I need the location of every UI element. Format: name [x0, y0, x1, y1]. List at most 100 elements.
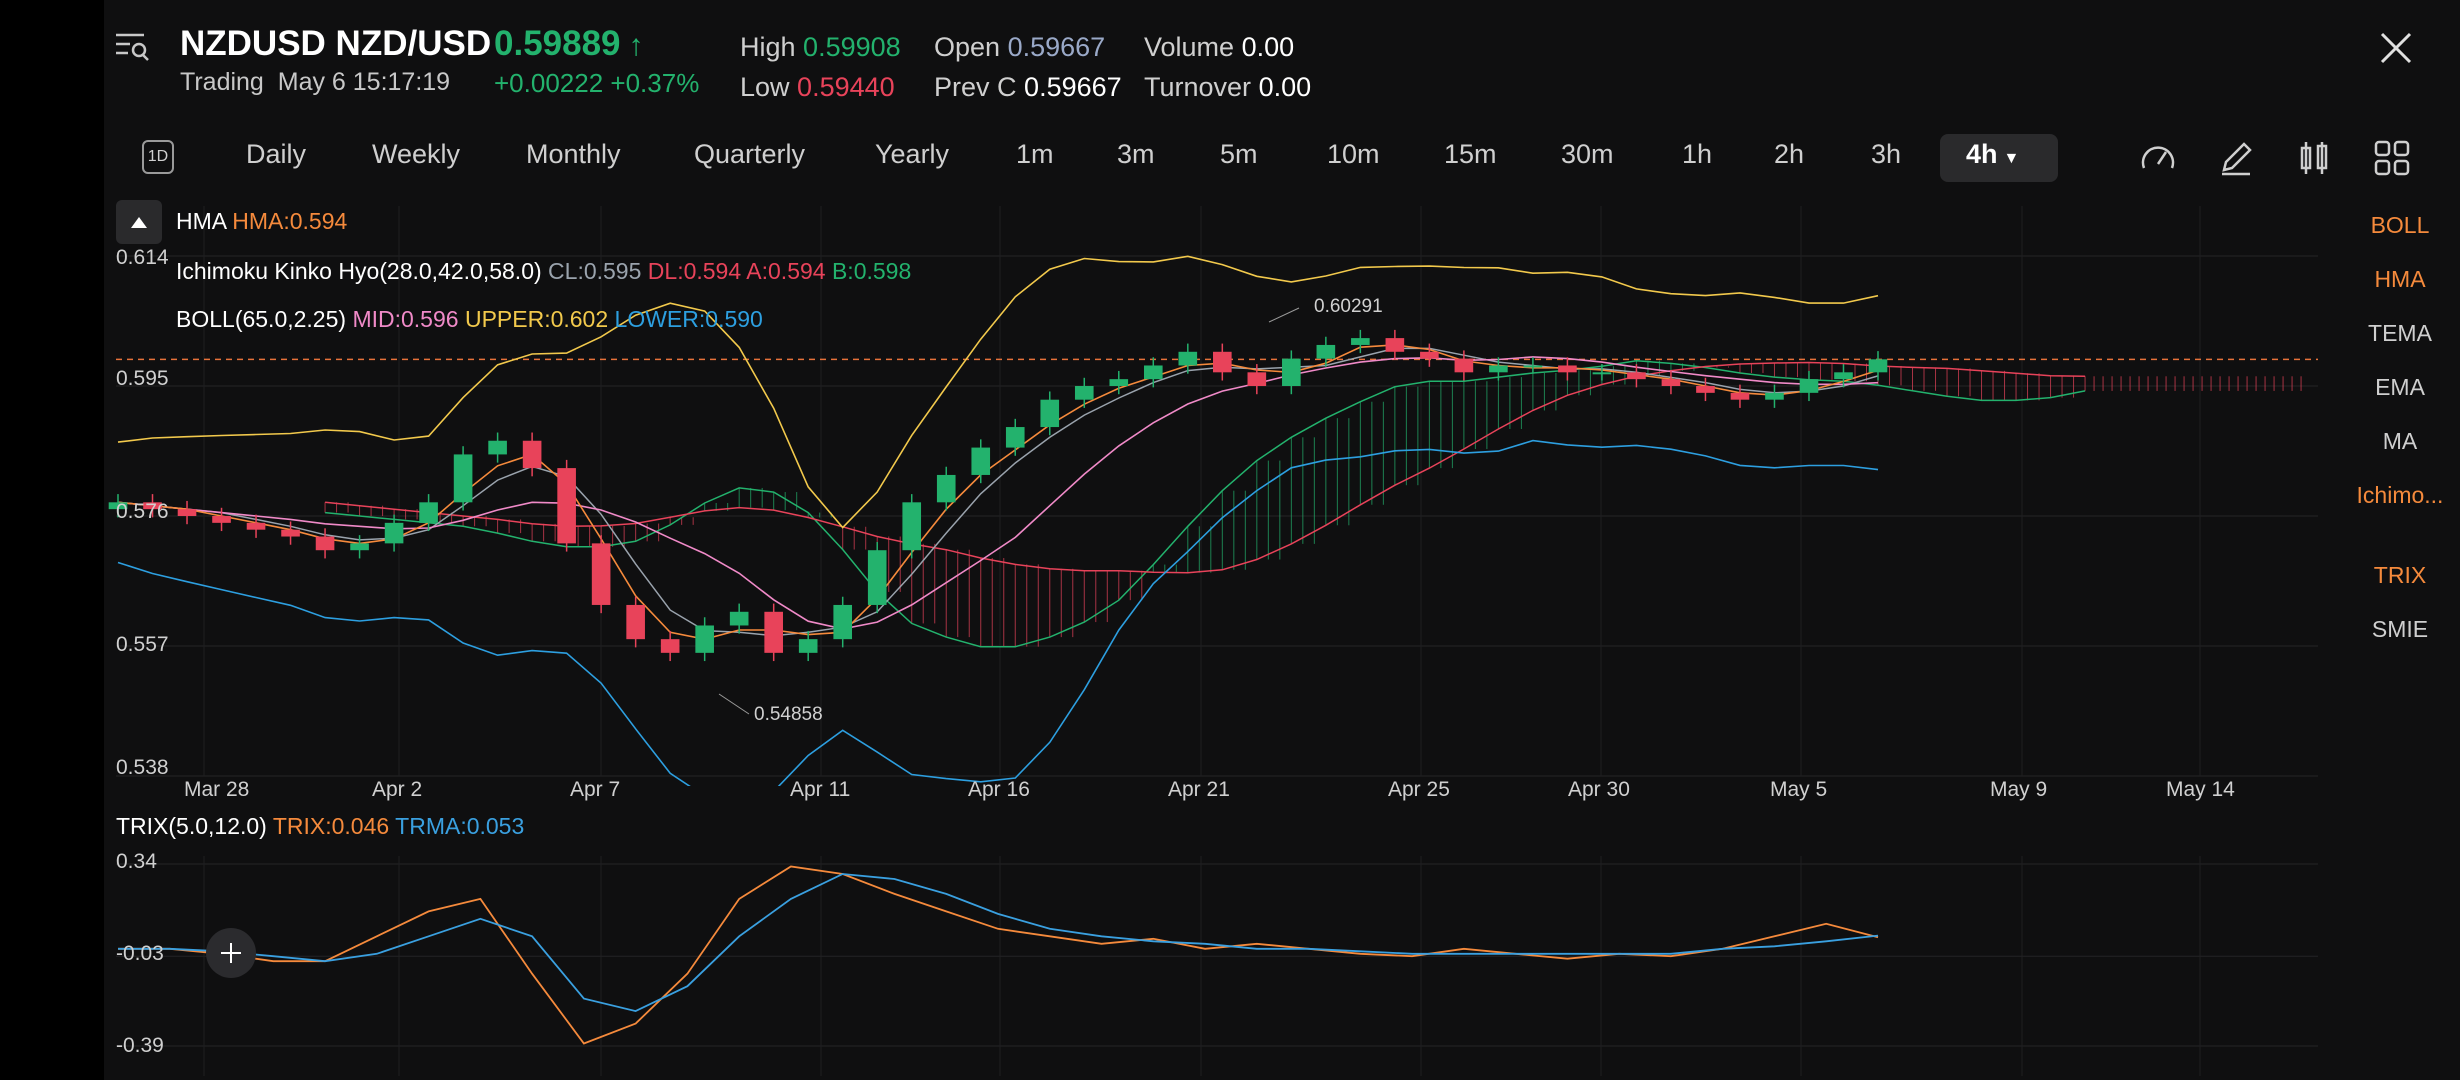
watchlist-search-icon[interactable]	[114, 28, 150, 64]
legend-trix-name: TRIX(5.0,12.0)	[116, 813, 267, 839]
x-tick-label: Apr 16	[968, 778, 1030, 801]
change-value: +0.00222	[494, 68, 604, 98]
stat-label: Volume	[1144, 32, 1235, 62]
stat-label: Open	[934, 32, 1001, 62]
datetime-label: May 6 15:17:19	[277, 68, 451, 96]
caret-down-icon: ▼	[2003, 150, 2020, 167]
gauge-icon[interactable]	[2138, 138, 2178, 178]
indicator-ma[interactable]: MA	[2382, 428, 2418, 454]
ichimoku-span-a	[325, 359, 2086, 648]
stat-label: Turnover	[1144, 72, 1252, 102]
timeframe-15m[interactable]: 15m	[1444, 139, 1497, 169]
candle-body	[1282, 358, 1301, 386]
candle-body	[212, 516, 231, 523]
x-tick-label: Apr 30	[1568, 778, 1630, 801]
last-price: 0.59889 ↑	[494, 24, 644, 64]
legend-trma-value: TRMA:0.053	[395, 813, 525, 839]
legend-hma: HMA HMA:0.594	[176, 208, 347, 235]
candle-body	[1109, 379, 1129, 386]
y-tick-label: 0.595	[116, 367, 169, 390]
candle-body	[557, 468, 576, 544]
candle-body	[764, 611, 783, 653]
indicator-trix[interactable]: TRIX	[2373, 562, 2427, 588]
close-icon[interactable]	[2376, 28, 2416, 68]
period-toggle-icon[interactable]: 1D	[142, 140, 174, 174]
candle-body	[1868, 359, 1888, 373]
legend-hma-name: HMA	[176, 208, 226, 234]
timeframe-30m[interactable]: 30m	[1561, 139, 1614, 169]
timeframe-10m[interactable]: 10m	[1327, 139, 1380, 169]
crosshair-button[interactable]	[206, 928, 256, 978]
hma-line	[117, 344, 1879, 641]
draw-pen-icon[interactable]	[2216, 138, 2256, 178]
timeframe-3h[interactable]: 3h	[1871, 139, 1902, 169]
legend-ichimoku-dl: DL:0.594	[647, 258, 742, 284]
candle-body	[1351, 338, 1370, 345]
collapse-legend-button[interactable]	[116, 200, 162, 244]
candle-body	[488, 440, 507, 455]
candle-body	[315, 536, 335, 551]
stat-value: 0.59667	[1007, 32, 1106, 62]
candle-body	[798, 639, 818, 653]
indicator-ichimoku[interactable]: Ichimo...	[2356, 482, 2444, 508]
price-change: +0.00222 +0.37%	[494, 68, 699, 99]
x-tick-label: May 9	[1990, 778, 2048, 801]
legend-trix-value: TRIX:0.046	[272, 813, 390, 839]
candle-body	[1420, 351, 1439, 359]
stat-open: Open 0.59667	[934, 32, 1105, 63]
timeframe-2h[interactable]: 2h	[1774, 139, 1805, 169]
app-window: NZDUSD NZD/USD 0.59889 ↑ Trading May 6 15…	[104, 0, 2460, 1080]
indicator-boll[interactable]: BOLL	[2370, 212, 2430, 238]
stat-turnover: Turnover 0.00	[1144, 72, 1311, 103]
legend-ichimoku-b: B:0.598	[831, 258, 912, 284]
candle-body	[1558, 365, 1577, 373]
trix-chart[interactable]	[104, 846, 2324, 1080]
grid-layout-icon[interactable]	[2372, 138, 2412, 178]
timeframe-4h[interactable]: 4h ▼	[1966, 139, 2019, 175]
timeframe-yearly[interactable]: Yearly	[875, 139, 950, 169]
candle-body	[833, 604, 853, 640]
candle-body	[729, 611, 749, 626]
indicator-ema[interactable]: EMA	[2375, 374, 2425, 400]
x-tick-label: Apr 25	[1388, 778, 1450, 801]
trix-y-tick: -0.03	[116, 942, 164, 965]
trma-line	[118, 873, 1879, 1013]
candle-body	[660, 639, 680, 653]
candle-body	[626, 604, 645, 640]
indicator-smie[interactable]: SMIE	[2371, 616, 2429, 642]
indicator-hma[interactable]: HMA	[2374, 266, 2426, 292]
timeframe-3m[interactable]: 3m	[1117, 139, 1155, 169]
high-annotation-leader	[1268, 307, 1300, 323]
timeframe-weekly[interactable]: Weekly	[372, 139, 461, 169]
ichimoku-conversion-line	[117, 347, 1879, 637]
timeframe-4h-label: 4h	[1966, 139, 1998, 169]
candle-body	[695, 625, 714, 653]
legend-ichimoku-a: A:0.594	[746, 258, 826, 284]
candle-body	[350, 543, 369, 551]
candle-body	[1074, 386, 1094, 400]
x-tick-label: Apr 2	[372, 778, 423, 801]
x-tick-label: Apr 11	[790, 778, 851, 801]
stat-low: Low 0.59440	[740, 72, 895, 103]
timeframe-1m[interactable]: 1m	[1016, 139, 1054, 169]
candle-body	[1454, 358, 1474, 373]
candle-body	[384, 522, 404, 544]
candle-body	[1834, 372, 1853, 380]
candle-body	[1765, 392, 1784, 400]
legend-boll-upper: UPPER:0.602	[464, 306, 609, 332]
main-price-chart[interactable]	[104, 196, 2324, 786]
candle-type-icon[interactable]	[2294, 138, 2334, 178]
timeframe-selected-bg	[1940, 134, 2058, 182]
x-tick-label: Apr 7	[570, 778, 621, 801]
indicator-tema[interactable]: TEMA	[2368, 320, 2432, 346]
timeframe-1h[interactable]: 1h	[1682, 139, 1713, 169]
last-price-value: 0.59889	[494, 24, 621, 63]
timeframe-quarterly[interactable]: Quarterly	[694, 139, 806, 169]
candle-body	[867, 550, 887, 605]
timeframe-daily[interactable]: Daily	[246, 139, 307, 169]
candle-body	[936, 474, 956, 503]
timeframe-5m[interactable]: 5m	[1220, 139, 1258, 169]
stat-value: 0.59908	[803, 32, 901, 62]
x-tick-label: May 5	[1770, 778, 1828, 801]
timeframe-monthly[interactable]: Monthly	[526, 139, 621, 169]
